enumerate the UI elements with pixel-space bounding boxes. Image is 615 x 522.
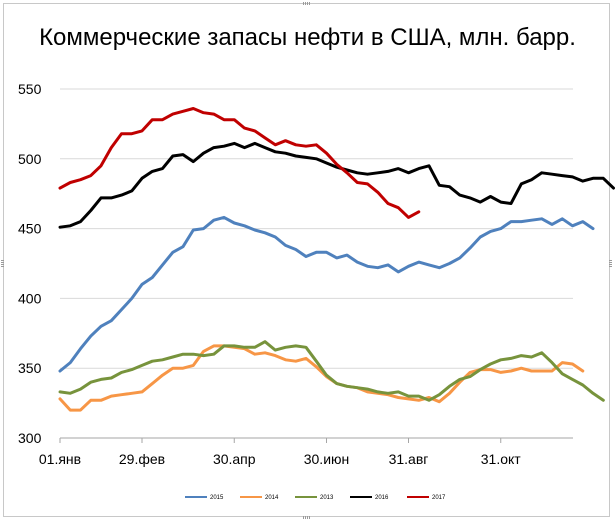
legend-label-2017: 2017 (432, 495, 446, 501)
resize-handle-left[interactable] (1, 260, 4, 267)
x-tick-label: 30.июн (304, 451, 350, 467)
series-line-2015 (58, 215, 595, 373)
resize-handle-bottom[interactable] (303, 516, 310, 519)
y-tick-label: 500 (18, 151, 42, 167)
resize-handle-right[interactable] (609, 260, 612, 267)
x-tick-label: 30.апр (213, 451, 256, 467)
y-tick-label: 350 (18, 360, 42, 376)
legend-label-2015: 2015 (210, 495, 224, 501)
chart-title: Коммерческие запасы нефти в США, млн. ба… (39, 24, 576, 51)
y-tick-label: 550 (18, 81, 42, 97)
legend-label-2013: 2013 (320, 495, 334, 501)
legend-label-2014: 2014 (265, 495, 279, 501)
resize-handle-top[interactable] (303, 2, 310, 5)
y-tick-label: 400 (18, 290, 42, 306)
series-line-2014 (58, 344, 585, 412)
series-line-2016 (58, 141, 615, 229)
x-tick-label: 29.фев (119, 451, 165, 467)
legend-label-2016: 2016 (375, 495, 389, 501)
series-line-2017 (58, 107, 421, 219)
x-tick-label: 31.окт (481, 451, 522, 467)
y-tick-label: 450 (18, 221, 42, 237)
series-line-2013 (58, 340, 605, 402)
y-tick-label: 300 (18, 430, 42, 446)
x-tick-label: 31.авг (389, 451, 429, 467)
x-tick-label: 01.янв (39, 451, 81, 467)
